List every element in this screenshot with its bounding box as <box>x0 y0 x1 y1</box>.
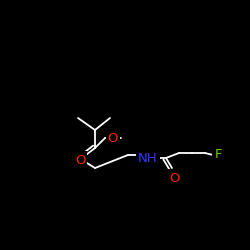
Text: O: O <box>108 132 118 144</box>
Text: NH: NH <box>138 152 158 164</box>
Text: F: F <box>214 148 222 162</box>
Text: O: O <box>75 154 85 166</box>
Text: O: O <box>170 172 180 184</box>
